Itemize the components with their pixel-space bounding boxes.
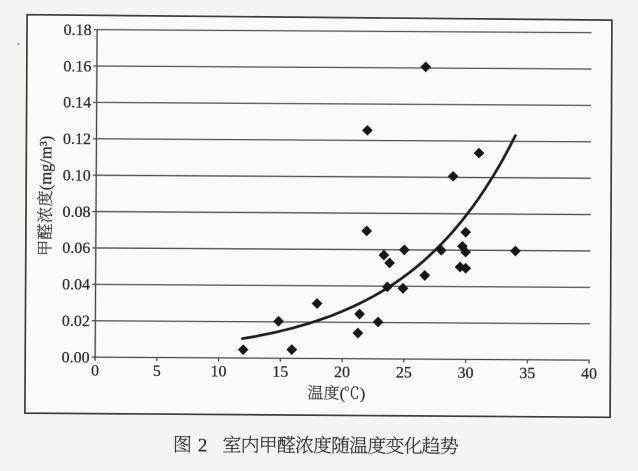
svg-text:0.18: 0.18 <box>64 22 92 39</box>
svg-text:0.06: 0.06 <box>62 240 90 257</box>
svg-text:0.08: 0.08 <box>62 204 90 221</box>
svg-text:0: 0 <box>91 363 99 380</box>
svg-text:40: 40 <box>581 366 597 383</box>
svg-text:0.02: 0.02 <box>62 313 90 330</box>
svg-text:2: 2 <box>198 435 208 456</box>
svg-text:): ) <box>360 386 365 403</box>
svg-text:0.14: 0.14 <box>63 95 91 112</box>
svg-text:20: 20 <box>334 364 350 381</box>
svg-text:(mg/m³): (mg/m³) <box>36 136 55 191</box>
svg-text:0.04: 0.04 <box>62 277 90 294</box>
svg-text:0.16: 0.16 <box>63 58 91 75</box>
svg-text:30: 30 <box>457 365 473 382</box>
svg-text:35: 35 <box>519 365 535 382</box>
svg-text:25: 25 <box>396 364 412 381</box>
svg-text:0.12: 0.12 <box>63 131 91 148</box>
svg-text:(: ( <box>340 386 345 403</box>
svg-text:15: 15 <box>272 364 288 381</box>
svg-text:5: 5 <box>153 363 161 380</box>
svg-text:0.10: 0.10 <box>63 167 91 184</box>
svg-text:0.00: 0.00 <box>62 349 90 366</box>
svg-text:10: 10 <box>210 363 226 380</box>
